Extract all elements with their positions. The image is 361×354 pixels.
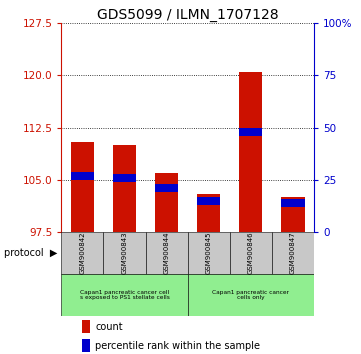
Bar	[282, 199, 305, 207]
Bar	[197, 197, 220, 205]
Bar	[188, 274, 314, 316]
Bar	[113, 174, 136, 182]
Text: Capan1 pancreatic cancer
cells only: Capan1 pancreatic cancer cells only	[212, 290, 290, 301]
Bar	[61, 274, 188, 316]
Text: GSM900843: GSM900843	[122, 232, 127, 274]
Bar	[145, 232, 188, 274]
Bar	[61, 232, 104, 274]
Bar	[239, 128, 262, 136]
Bar	[197, 194, 220, 232]
Bar	[155, 173, 178, 232]
Bar	[82, 339, 90, 352]
Title: GDS5099 / ILMN_1707128: GDS5099 / ILMN_1707128	[97, 8, 279, 22]
Text: GSM900846: GSM900846	[248, 232, 254, 274]
Bar	[230, 232, 272, 274]
Text: protocol  ▶: protocol ▶	[4, 248, 58, 258]
Bar	[239, 72, 262, 232]
Text: GSM900844: GSM900844	[164, 232, 170, 274]
Bar	[155, 184, 178, 192]
Text: Capan1 pancreatic cancer cell
s exposed to PS1 stellate cells: Capan1 pancreatic cancer cell s exposed …	[80, 290, 169, 301]
Bar	[272, 232, 314, 274]
Text: GSM900847: GSM900847	[290, 232, 296, 274]
Bar	[82, 320, 90, 333]
Text: percentile rank within the sample: percentile rank within the sample	[95, 341, 261, 350]
Bar	[104, 232, 145, 274]
Text: GSM900842: GSM900842	[79, 232, 86, 274]
Bar	[282, 198, 305, 232]
Bar	[188, 232, 230, 274]
Bar	[113, 145, 136, 232]
Bar	[71, 142, 94, 232]
Bar	[71, 172, 94, 179]
Text: count: count	[95, 321, 123, 332]
Text: GSM900845: GSM900845	[206, 232, 212, 274]
